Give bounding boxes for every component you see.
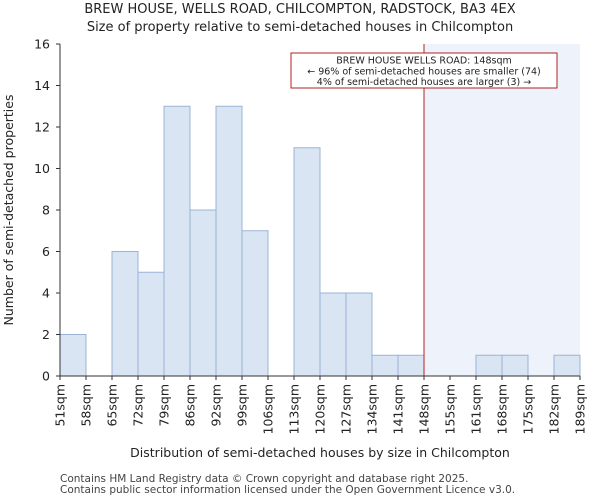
x-tick-label-148sqm: 148sqm (417, 384, 432, 434)
footer-line-2: Contains public sector information licen… (60, 484, 516, 496)
x-tick-label-72sqm: 72sqm (131, 384, 146, 427)
bar-127sqm (345, 292, 373, 377)
y-axis-label: Number of semi-detached properties (1, 95, 16, 326)
bar-141sqm (397, 354, 425, 377)
x-tick-label-99sqm: 99sqm (235, 384, 250, 427)
bar-99sqm (241, 230, 269, 377)
annotation-line-2: ← 96% of semi-detached houses are smalle… (307, 66, 541, 77)
y-tick-label: 2 (42, 327, 50, 342)
x-tick-label-155sqm: 155sqm (443, 384, 458, 434)
annotation-line-3: 4% of semi-detached houses are larger (3… (317, 77, 531, 88)
x-tick-label-79sqm: 79sqm (157, 384, 172, 427)
highlight-region (424, 44, 580, 376)
x-tick-label-168sqm: 168sqm (495, 384, 510, 434)
x-tick-label-127sqm: 127sqm (339, 384, 354, 434)
annotation-line-1: BREW HOUSE WELLS ROAD: 148sqm (336, 56, 512, 67)
x-tick-label-141sqm: 141sqm (391, 384, 406, 434)
bar-65sqm (111, 251, 139, 377)
x-tick-label-113sqm: 113sqm (287, 384, 302, 434)
chart-subtitle: Size of property relative to semi-detach… (87, 20, 513, 35)
bar-182sqm (553, 354, 581, 377)
x-axis-label: Distribution of semi-detached houses by … (130, 445, 510, 460)
bar-72sqm (137, 271, 165, 377)
y-tick-label: 10 (34, 161, 50, 176)
bar-168sqm (501, 354, 529, 377)
y-tick-label: 0 (42, 369, 50, 384)
x-tick-label-65sqm: 65sqm (105, 384, 120, 427)
x-tick-label-175sqm: 175sqm (521, 384, 536, 434)
y-tick-label: 8 (42, 203, 50, 218)
footer-line-1: Contains HM Land Registry data © Crown c… (60, 473, 469, 485)
x-tick-label-120sqm: 120sqm (313, 384, 328, 434)
x-tick-label-58sqm: 58sqm (79, 384, 94, 427)
bar-120sqm (319, 292, 347, 377)
bar-92sqm (215, 105, 243, 377)
x-tick-label-106sqm: 106sqm (261, 384, 276, 434)
x-tick-label-86sqm: 86sqm (183, 384, 198, 427)
y-tick-label: 16 (34, 37, 50, 52)
x-tick-label-182sqm: 182sqm (547, 384, 562, 434)
x-tick-label-134sqm: 134sqm (365, 384, 380, 434)
annotation-box: BREW HOUSE WELLS ROAD: 148sqm← 96% of se… (290, 52, 558, 89)
bar-161sqm (475, 354, 503, 377)
y-tick-label: 14 (34, 78, 50, 93)
bar-134sqm (371, 354, 399, 377)
bar-79sqm (163, 105, 191, 377)
bar-51sqm (59, 334, 87, 377)
y-tick-label: 12 (34, 120, 50, 135)
x-tick-label-161sqm: 161sqm (469, 384, 484, 434)
x-tick-label-92sqm: 92sqm (209, 384, 224, 427)
x-tick-label-51sqm: 51sqm (53, 384, 68, 427)
bar-113sqm (293, 147, 321, 377)
y-tick-label: 4 (42, 286, 50, 301)
y-tick-label: 6 (42, 244, 50, 259)
bar-86sqm (189, 209, 217, 377)
x-tick-label-189sqm: 189sqm (573, 384, 588, 434)
chart-title: BREW HOUSE, WELLS ROAD, CHILCOMPTON, RAD… (84, 2, 515, 17)
annotation-frame (290, 52, 558, 89)
